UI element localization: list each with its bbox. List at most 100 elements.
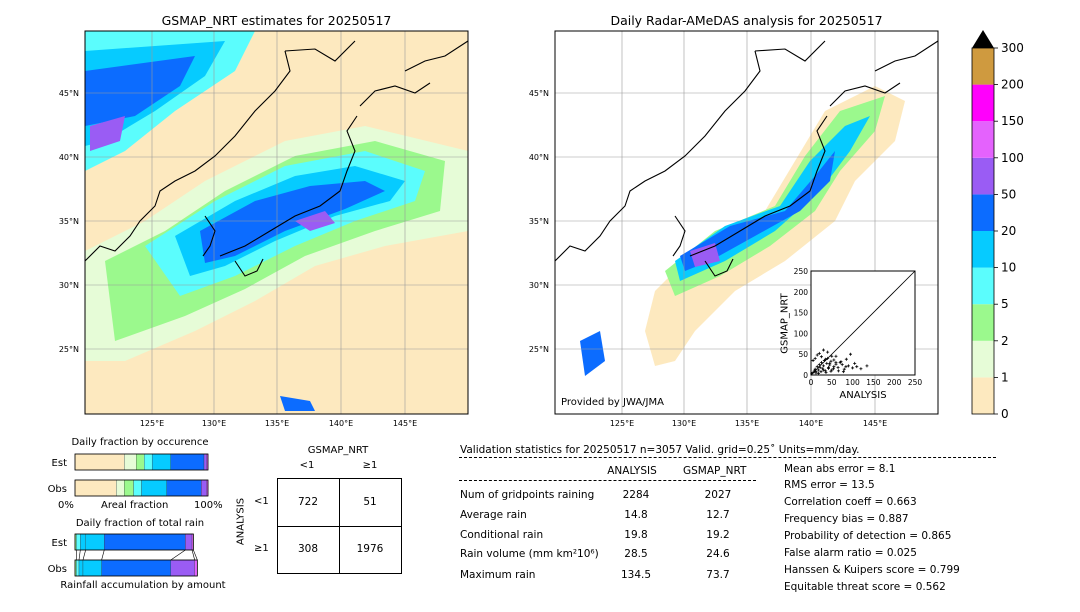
bar-segment	[144, 453, 153, 471]
stat-gsmap-average: 12.7	[706, 509, 730, 521]
coastline	[202, 215, 216, 257]
score-far: False alarm ratio = 0.025	[784, 547, 917, 559]
lon-label: 125°E	[610, 419, 634, 428]
scatter-point	[853, 361, 857, 365]
scatter-point	[813, 356, 817, 360]
validation-header-line	[459, 480, 756, 481]
occurrence-xlabel-mid: Areal fraction	[101, 500, 169, 511]
colorbar-label: 0	[1001, 407, 1009, 421]
bar-category-label: Obs	[48, 564, 67, 575]
colorbar: 0 1 2 5 10 20 50 100 150 200 300	[971, 30, 1024, 421]
contingency-row-axis: ANALYSIS	[235, 497, 247, 546]
colorbar-segment	[972, 377, 994, 414]
scatter-ytick: 100	[794, 329, 809, 338]
coastline	[404, 40, 469, 72]
bar-segment	[201, 479, 207, 497]
score-frequency-bias: Frequency bias = 0.887	[784, 513, 909, 525]
bar-connector	[193, 549, 198, 561]
scatter-xtick: 200	[887, 378, 902, 387]
scatter-xtick: 150	[866, 378, 881, 387]
scatter-point	[836, 369, 840, 373]
lon-label: 135°E	[265, 419, 289, 428]
scatter-point	[815, 353, 819, 357]
scatter-point	[819, 370, 823, 374]
scatter-point	[821, 364, 825, 368]
scatter-point	[824, 371, 828, 375]
bar-segment	[141, 479, 167, 497]
scatter-point	[829, 359, 833, 363]
scatter-point	[859, 367, 863, 371]
scatter-ytick: 150	[794, 309, 809, 318]
validation-col-gsmap: GSMAP_NRT	[683, 465, 747, 477]
scatter-point	[821, 348, 825, 352]
lon-label: 130°E	[672, 419, 696, 428]
scatter-point	[824, 357, 828, 361]
colorbar-segment	[972, 121, 994, 158]
score-correlation: Correlation coeff = 0.663	[784, 496, 917, 508]
scatter-point	[849, 352, 853, 356]
nw-rain-50mm	[90, 116, 125, 151]
colorbar-segment	[972, 267, 994, 305]
scatter-point	[839, 360, 843, 364]
colorbar-label: 100	[1001, 151, 1024, 165]
scatter-point	[834, 354, 838, 358]
stat-analysis-gridpoints: 2284	[622, 489, 650, 501]
score-hk: Hanssen & Kuipers score = 0.799	[784, 564, 960, 576]
scatter-point	[816, 368, 820, 372]
colorbar-label: 5	[1001, 297, 1009, 311]
bar-segment	[80, 533, 86, 551]
bar-frame	[74, 559, 198, 577]
contingency-cell-b: 51	[363, 496, 377, 508]
coastline	[704, 258, 734, 277]
nw-rain-20mm	[85, 56, 195, 126]
colorbar-segment	[972, 194, 994, 231]
lat-label: 25°N	[529, 345, 549, 354]
colorbar-segment	[972, 157, 994, 195]
colorbar-extend-arrow	[972, 30, 994, 48]
colorbar-label: 1	[1001, 370, 1009, 384]
contingency-cell-c: 308	[297, 543, 319, 555]
scatter-ytick: 50	[798, 350, 808, 359]
stat-gsmap-gridpoints: 2027	[704, 489, 732, 501]
bar-connector	[78, 549, 81, 561]
bar-segment	[170, 453, 205, 471]
bar-segment	[82, 559, 102, 577]
coastline	[219, 115, 358, 257]
bar-category-label: Est	[52, 538, 68, 549]
score-rmse: RMS error = 13.5	[784, 479, 875, 491]
coastline	[829, 82, 901, 107]
bar-segment	[151, 453, 171, 471]
lat-label: 45°N	[59, 89, 79, 98]
colorbar-label: 2	[1001, 334, 1009, 348]
scatter-point	[830, 354, 834, 358]
scatter-point	[811, 371, 815, 375]
colorbar-label: 20	[1001, 224, 1016, 238]
scatter-point	[817, 351, 821, 355]
bar-segment	[124, 479, 134, 497]
lat-label: 35°N	[59, 217, 79, 226]
coastline	[234, 258, 264, 277]
total-rain-title: Daily fraction of total rain	[75, 518, 205, 529]
occurrence-title: Daily fraction by occurence	[71, 437, 209, 448]
stat-gsmap-maximum: 73.7	[706, 569, 730, 581]
contingency-cell-d: 1976	[356, 543, 384, 555]
occurrence-xlabel-right: 100%	[194, 500, 223, 511]
scatter-point	[851, 366, 855, 370]
scatter-point	[812, 369, 816, 373]
scatter-ylabel: GSMAP_NRT	[779, 293, 791, 354]
colorbar-segment	[972, 340, 994, 378]
bar-segment	[104, 533, 186, 551]
scatter-point	[832, 358, 836, 362]
map-frame	[84, 30, 469, 415]
radar-rain-50mm	[690, 243, 720, 267]
contingency-col-lt1: <1	[299, 460, 315, 471]
scatter-point	[826, 366, 830, 370]
bar-segment	[116, 479, 125, 497]
bar-segment	[85, 533, 105, 551]
contingency-row-lt1: <1	[254, 496, 269, 507]
bar-segment	[203, 453, 207, 471]
scatter-point	[821, 368, 825, 372]
bar-connector	[191, 549, 195, 561]
contingency-cell-a: 722	[297, 496, 319, 508]
lon-label: 140°E	[799, 419, 823, 428]
